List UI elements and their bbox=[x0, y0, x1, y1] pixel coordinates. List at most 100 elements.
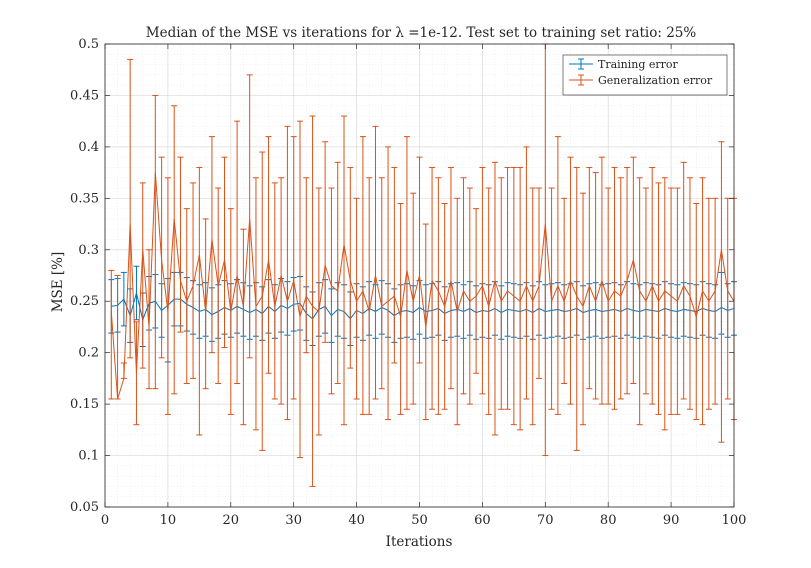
error-bar bbox=[479, 166, 486, 395]
y-tick-label: 0.4 bbox=[78, 140, 99, 155]
error-bar bbox=[491, 161, 498, 436]
error-bar bbox=[529, 187, 536, 426]
x-tick-label: 30 bbox=[285, 513, 302, 528]
error-bar bbox=[680, 161, 687, 400]
error-bar bbox=[309, 115, 316, 487]
error-bar bbox=[234, 120, 241, 385]
error-bar bbox=[353, 197, 360, 400]
error-bar bbox=[705, 197, 712, 410]
x-tick-label: 40 bbox=[348, 513, 365, 528]
error-bar bbox=[183, 208, 190, 385]
legend-label-generalization: Generalization error bbox=[598, 74, 713, 87]
error-bar bbox=[347, 166, 354, 369]
y-tick-label: 0.3 bbox=[78, 243, 99, 258]
error-bar bbox=[240, 228, 247, 426]
legend-label-training: Training error bbox=[598, 58, 679, 71]
legend-swatch-training bbox=[569, 58, 593, 70]
error-bar bbox=[246, 74, 253, 359]
error-bar bbox=[460, 177, 467, 395]
error-bar bbox=[341, 115, 348, 426]
error-bar bbox=[334, 161, 341, 385]
y-tick-label: 0.35 bbox=[70, 191, 99, 206]
x-tick-label: 90 bbox=[663, 513, 680, 528]
error-bar bbox=[561, 197, 568, 385]
error-bar bbox=[473, 208, 480, 374]
error-bar bbox=[693, 202, 700, 421]
y-tick-label: 0.25 bbox=[70, 294, 99, 309]
x-tick-label: 100 bbox=[722, 513, 747, 528]
x-tick-label: 80 bbox=[600, 513, 617, 528]
x-tick-label: 60 bbox=[474, 513, 491, 528]
error-bar bbox=[391, 166, 398, 364]
legend-box bbox=[562, 54, 728, 96]
x-tick-label: 0 bbox=[101, 513, 109, 528]
y-tick-label: 0.15 bbox=[70, 397, 99, 412]
error-bar bbox=[190, 182, 197, 379]
error-bar bbox=[372, 125, 379, 400]
error-bar bbox=[271, 182, 278, 400]
error-bar bbox=[284, 125, 291, 421]
x-tick-label: 70 bbox=[537, 513, 554, 528]
error-bar bbox=[108, 269, 115, 400]
error-bar bbox=[202, 218, 209, 390]
error-bar bbox=[592, 172, 599, 400]
error-bar bbox=[447, 166, 454, 390]
legend-swatch-generalization bbox=[569, 74, 593, 86]
error-bar bbox=[586, 166, 593, 390]
error-bar bbox=[127, 58, 134, 359]
error-bar bbox=[498, 177, 505, 410]
error-bar bbox=[429, 166, 436, 410]
error-bar bbox=[328, 187, 335, 395]
error-bar bbox=[177, 156, 184, 333]
error-bar bbox=[642, 187, 649, 395]
series-line bbox=[111, 292, 735, 322]
x-tick-label: 10 bbox=[160, 513, 177, 528]
error-bar bbox=[668, 187, 675, 415]
x-tick-labels: 0 10 20 30 40 50 60 70 80 90 100 bbox=[101, 513, 747, 528]
error-bar bbox=[605, 187, 612, 405]
error-bar bbox=[712, 197, 719, 405]
error-bar bbox=[517, 166, 524, 431]
axis-ticks bbox=[104, 43, 735, 508]
error-bar bbox=[265, 136, 272, 374]
error-bar bbox=[303, 177, 310, 354]
error-bar bbox=[397, 202, 404, 415]
error-bar bbox=[718, 141, 725, 443]
y-tick-label: 0.2 bbox=[78, 346, 99, 361]
x-tick-label: 20 bbox=[223, 513, 240, 528]
error-bar bbox=[359, 136, 366, 415]
error-bar bbox=[378, 177, 385, 390]
error-bar bbox=[699, 177, 706, 426]
error-bar bbox=[617, 177, 624, 400]
error-bar bbox=[139, 182, 146, 369]
error-bar bbox=[171, 105, 178, 395]
error-bar bbox=[296, 120, 303, 459]
x-axis-label: Iterations bbox=[386, 534, 453, 550]
error-bar bbox=[385, 146, 392, 421]
error-bar bbox=[523, 146, 530, 400]
error-bar bbox=[655, 182, 662, 415]
error-bar bbox=[259, 151, 266, 451]
y-tick-labels: 0.05 0.1 0.15 0.2 0.25 0.3 0.35 0.4 0.45 0.5 bbox=[70, 37, 99, 515]
error-bar bbox=[322, 141, 329, 343]
error-bar bbox=[630, 156, 637, 385]
error-bar bbox=[554, 136, 561, 415]
legend: Training error Generalization error bbox=[562, 54, 728, 96]
error-bar bbox=[580, 192, 587, 426]
error-bar bbox=[435, 177, 442, 415]
error-bar bbox=[416, 156, 423, 364]
series-layer bbox=[108, 43, 737, 487]
x-tick-label: 50 bbox=[411, 513, 428, 528]
error-bar bbox=[636, 177, 643, 426]
error-bar bbox=[164, 177, 171, 415]
error-bar bbox=[196, 166, 203, 436]
error-bar bbox=[661, 177, 668, 431]
error-bar bbox=[290, 136, 297, 400]
y-tick-label: 0.5 bbox=[78, 37, 99, 52]
y-tick-label: 0.45 bbox=[70, 88, 99, 103]
series-generalization bbox=[108, 43, 737, 487]
error-bar bbox=[221, 156, 228, 349]
y-tick-label: 0.1 bbox=[78, 449, 99, 464]
y-axis-label: MSE [%] bbox=[50, 252, 66, 313]
